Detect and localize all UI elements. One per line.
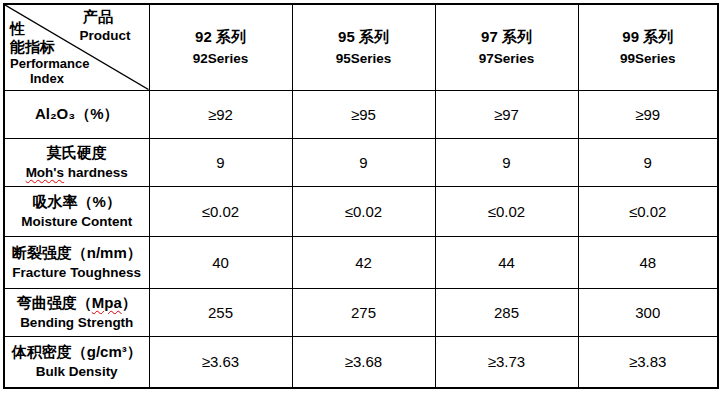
corner-index-label-cn-line1: 性 bbox=[10, 20, 89, 38]
column-header-en: 95Series bbox=[293, 51, 435, 67]
value-cell: 300 bbox=[578, 288, 718, 336]
corner-index-label-cn-line2: 能指标 bbox=[10, 38, 89, 56]
value-cell: 44 bbox=[435, 236, 578, 288]
table-row: Al₂O₃（%）≥92≥95≥97≥99 bbox=[4, 90, 718, 138]
value-cell: ≥3.68 bbox=[292, 336, 435, 388]
row-label-cell: Al₂O₃（%） bbox=[4, 90, 149, 138]
row-label-cell: 莫氏硬度 Moh's hardness bbox=[4, 138, 149, 186]
value-cell: ≥3.83 bbox=[578, 336, 718, 388]
row-label-en: Fracture Toughness bbox=[5, 265, 149, 281]
column-header-series-1: 92 系列 92Series bbox=[149, 4, 292, 90]
value-cell: 285 bbox=[435, 288, 578, 336]
value-cell: 9 bbox=[435, 138, 578, 186]
corner-index-label-en-line2: Index bbox=[10, 71, 89, 86]
row-label-cn: 吸水率（%） bbox=[5, 193, 149, 211]
corner-index-label-en-line1: Performance bbox=[10, 56, 89, 71]
row-label-en: Bending Strength bbox=[5, 315, 149, 331]
value-cell: ≤0.02 bbox=[578, 186, 718, 236]
value-cell: ≥3.73 bbox=[435, 336, 578, 388]
row-label-cell: 体积密度（g/cm³） Bulk Density bbox=[4, 336, 149, 388]
value-cell: ≤0.02 bbox=[435, 186, 578, 236]
value-cell: 255 bbox=[149, 288, 292, 336]
row-label-cell: 断裂强度（n/mm） Fracture Toughness bbox=[4, 236, 149, 288]
value-cell: 9 bbox=[578, 138, 718, 186]
table-row: 体积密度（g/cm³） Bulk Density≥3.63≥3.68≥3.73≥3… bbox=[4, 336, 718, 388]
spellcheck-wavy-underline: Mpa bbox=[92, 294, 122, 311]
value-cell: ≤0.02 bbox=[149, 186, 292, 236]
table-row: 弯曲强度（Mpa） Bending Strength255275285300 bbox=[4, 288, 718, 336]
value-cell: 42 bbox=[292, 236, 435, 288]
row-label-cn: 弯曲强度（Mpa） bbox=[5, 294, 149, 312]
row-label-cn: 莫氏硬度 bbox=[5, 144, 149, 162]
header-row: 产品 Product 性 能指标 Performance Index 92 系列… bbox=[4, 4, 718, 90]
row-label-en: Moh's hardness bbox=[5, 165, 149, 181]
row-label-en: Moisture Content bbox=[5, 214, 149, 230]
table-row: 吸水率（%）Moisture Content≤0.02≤0.02≤0.02≤0.… bbox=[4, 186, 718, 236]
row-label-cn: 体积密度（g/cm³） bbox=[5, 343, 149, 361]
column-header-cn: 97 系列 bbox=[436, 27, 578, 46]
row-label-cn: 断裂强度（n/mm） bbox=[5, 244, 149, 262]
table-row: 莫氏硬度Moh's hardness9999 bbox=[4, 138, 718, 186]
value-cell: 9 bbox=[292, 138, 435, 186]
corner-index-block: 性 能指标 Performance Index bbox=[10, 20, 89, 86]
value-cell: ≥3.63 bbox=[149, 336, 292, 388]
row-label-cell: 弯曲强度（Mpa） Bending Strength bbox=[4, 288, 149, 336]
corner-header-cell: 产品 Product 性 能指标 Performance Index bbox=[4, 4, 149, 90]
product-spec-table: 产品 Product 性 能指标 Performance Index 92 系列… bbox=[3, 3, 719, 389]
value-cell: ≥99 bbox=[578, 90, 718, 138]
value-cell: 275 bbox=[292, 288, 435, 336]
spellcheck-wavy-underline: Moh's bbox=[26, 165, 64, 180]
document-page: 产品 Product 性 能指标 Performance Index 92 系列… bbox=[0, 0, 722, 400]
value-cell: ≥95 bbox=[292, 90, 435, 138]
table-row: 断裂强度（n/mm） Fracture Toughness40424448 bbox=[4, 236, 718, 288]
value-cell: ≥92 bbox=[149, 90, 292, 138]
column-header-cn: 92 系列 bbox=[150, 27, 292, 46]
column-header-series-3: 97 系列 97Series bbox=[435, 4, 578, 90]
column-header-en: 99Series bbox=[579, 51, 718, 67]
value-cell: ≥97 bbox=[435, 90, 578, 138]
row-label-en: Bulk Density bbox=[5, 364, 149, 380]
row-label-cn: Al₂O₃（%） bbox=[5, 105, 149, 123]
column-header-series-4: 99 系列 99Series bbox=[578, 4, 718, 90]
column-header-series-2: 95 系列 95Series bbox=[292, 4, 435, 90]
column-header-cn: 95 系列 bbox=[293, 27, 435, 46]
value-cell: 48 bbox=[578, 236, 718, 288]
value-cell: ≤0.02 bbox=[292, 186, 435, 236]
value-cell: 9 bbox=[149, 138, 292, 186]
row-label-cell: 吸水率（%） Moisture Content bbox=[4, 186, 149, 236]
column-header-en: 92Series bbox=[150, 51, 292, 67]
column-header-en: 97Series bbox=[436, 51, 578, 67]
value-cell: 40 bbox=[149, 236, 292, 288]
column-header-cn: 99 系列 bbox=[579, 27, 718, 46]
